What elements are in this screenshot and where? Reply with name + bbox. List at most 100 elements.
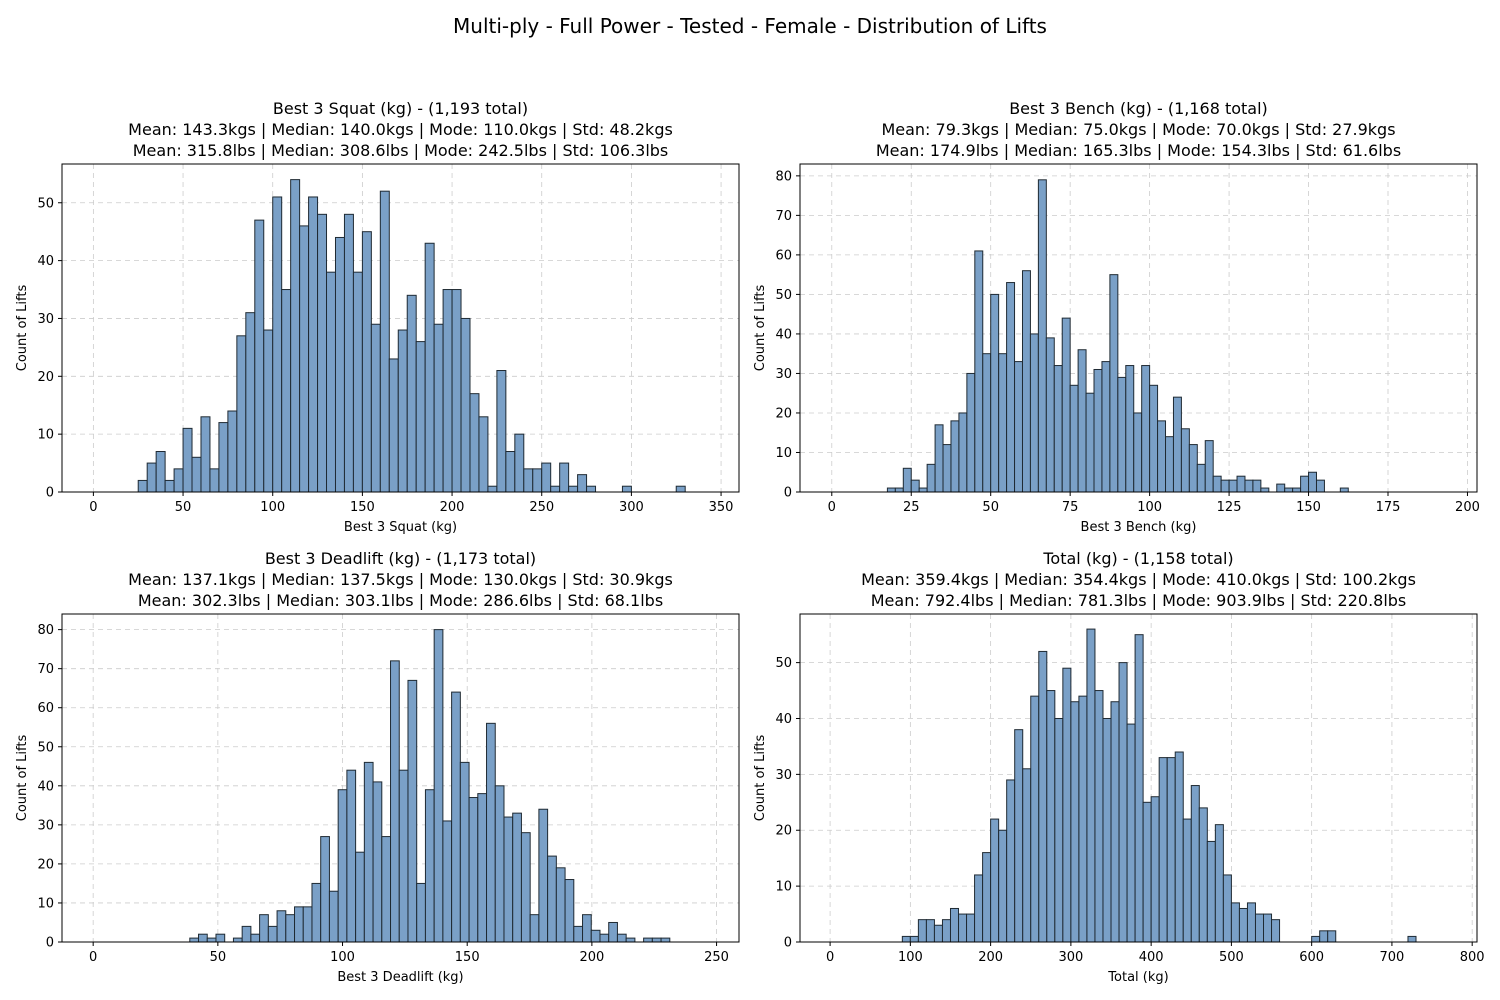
x-tick-label: 300 — [619, 500, 644, 515]
histogram-bar — [320, 836, 330, 943]
histogram-bar — [388, 358, 399, 493]
x-tick-label: 100 — [1137, 500, 1162, 515]
histogram-bar — [917, 919, 927, 943]
histogram-bar — [505, 451, 516, 493]
x-tick-label: 0 — [89, 500, 97, 515]
y-tick-label: 50 — [775, 656, 792, 671]
histogram-bar — [250, 933, 261, 943]
histogram-bar — [272, 196, 283, 493]
histogram-bar — [1246, 902, 1256, 943]
histogram-bar — [236, 335, 247, 493]
histogram-bar — [390, 660, 400, 943]
histogram-bar — [1093, 368, 1103, 493]
plot-frame — [61, 163, 740, 493]
histogram-bar — [1158, 757, 1168, 943]
histogram-bar — [209, 468, 220, 493]
histogram-bar — [1133, 412, 1143, 493]
histogram-bar — [1038, 650, 1048, 943]
histogram-bar — [355, 851, 365, 943]
histogram-bar — [1308, 471, 1317, 493]
histogram-bar — [523, 468, 534, 493]
chart-title: Best 3 Squat (kg) - (1,193 total) — [273, 99, 528, 118]
histogram-bar — [1214, 824, 1224, 943]
histogram-bar — [573, 925, 584, 943]
histogram-bar — [302, 906, 313, 943]
x-tick-label: 200 — [579, 950, 604, 965]
x-tick-label: 100 — [898, 950, 923, 965]
histogram-bar — [998, 829, 1008, 943]
histogram-bar — [621, 485, 632, 493]
x-tick-label: 100 — [330, 950, 355, 965]
histogram-bar — [643, 937, 653, 943]
histogram-bar — [1061, 317, 1071, 493]
histogram-bar — [232, 937, 243, 943]
histogram-bar — [407, 679, 418, 943]
histogram-bar — [451, 289, 462, 493]
histogram-bar — [326, 271, 336, 493]
histogram-bar — [529, 914, 540, 943]
x-tick-label: 0 — [826, 950, 834, 965]
histogram-panel — [796, 163, 1478, 496]
histogram-bar — [1252, 479, 1262, 493]
histogram-bar — [974, 874, 984, 943]
histogram-panel — [58, 613, 740, 946]
histogram-bar — [267, 925, 278, 943]
histogram-bar — [974, 250, 984, 493]
figure-title: Multi-ply - Full Power - Tested - Female… — [453, 14, 1047, 38]
y-tick-label: 70 — [37, 662, 54, 677]
histogram-bar — [198, 933, 208, 943]
y-tick-label: 20 — [37, 857, 54, 872]
y-tick-label: 0 — [784, 486, 792, 501]
histogram-bar — [308, 196, 319, 493]
histogram-bar — [1141, 365, 1151, 493]
x-tick-label: 75 — [1062, 500, 1079, 515]
histogram-bar — [625, 937, 636, 943]
histogram-bar — [1069, 384, 1079, 493]
histogram-bar — [1315, 479, 1325, 493]
histogram-bar — [1118, 662, 1128, 943]
chart-subtitle-kg: Mean: 79.3kgs | Median: 75.0kgs | Mode: … — [881, 120, 1395, 139]
histogram-bar — [1182, 818, 1192, 943]
histogram-bar — [1212, 475, 1222, 493]
histogram-bar — [1070, 701, 1080, 943]
histogram-bar — [299, 225, 310, 493]
histogram-bar — [568, 485, 579, 493]
y-tick-label: 30 — [775, 367, 792, 382]
histogram-bar — [164, 479, 175, 493]
y-axis-label: Count of Lifts — [15, 735, 30, 822]
histogram-bar — [1311, 935, 1321, 943]
histogram-bar — [1094, 690, 1104, 943]
histogram-bar — [1292, 487, 1302, 493]
x-axis-label: Best 3 Deadlift (kg) — [337, 970, 463, 985]
histogram-bar — [416, 882, 426, 943]
histogram-bar — [918, 487, 928, 493]
histogram-bar — [990, 293, 1000, 493]
y-tick-label: 10 — [37, 896, 54, 911]
x-tick-label: 700 — [1380, 950, 1405, 965]
histogram-bar — [599, 933, 610, 943]
y-tick-label: 40 — [775, 712, 792, 727]
histogram-bar — [577, 474, 588, 493]
histogram-bar — [547, 855, 557, 943]
histogram-bar — [487, 485, 498, 493]
histogram-bar — [910, 479, 920, 493]
histogram-bar — [343, 213, 354, 493]
histogram-bar — [241, 925, 252, 943]
histogram-bar — [1085, 392, 1095, 493]
y-tick-label: 30 — [37, 312, 54, 327]
histogram-bar — [1014, 729, 1024, 943]
histogram-bar — [901, 935, 911, 943]
x-tick-label: 300 — [1058, 950, 1083, 965]
histogram-bar — [496, 370, 507, 493]
histogram-bar — [433, 629, 444, 943]
histogram-bar — [1284, 487, 1294, 493]
histogram-bar — [894, 487, 904, 493]
chart-subtitle-lbs: Mean: 302.3lbs | Median: 303.1lbs | Mode… — [138, 591, 663, 610]
x-tick-label: 400 — [1139, 950, 1164, 965]
histogram-bar — [1339, 487, 1349, 493]
histogram-bar — [1407, 935, 1417, 943]
histogram-bar — [1236, 475, 1246, 493]
histogram-bar — [520, 832, 531, 943]
x-tick-label: 175 — [1376, 500, 1401, 515]
x-tick-label: 200 — [978, 950, 1003, 965]
